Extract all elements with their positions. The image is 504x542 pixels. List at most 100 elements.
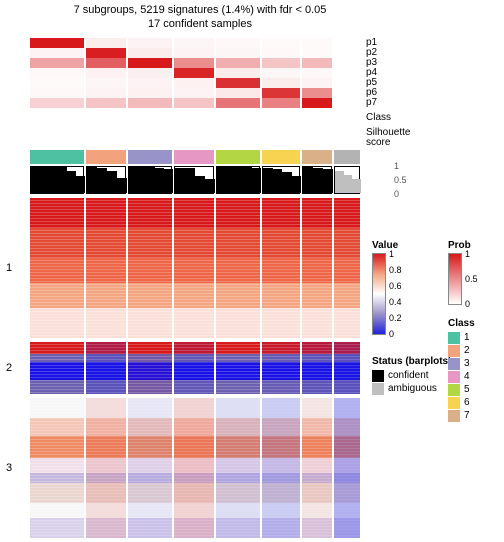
class-legend-item: 3: [448, 357, 498, 370]
heatmap-column: [86, 398, 126, 538]
p-cell: [262, 48, 300, 58]
p-cell: [216, 38, 260, 48]
class-legend-item: 2: [448, 344, 498, 357]
silhouette-barplots: [30, 166, 360, 194]
class-cell: [216, 150, 260, 164]
p-cell: [302, 58, 332, 68]
heatmap-column: [216, 198, 260, 338]
prob-tick: 0.5: [465, 274, 478, 284]
class-legend-item: 6: [448, 396, 498, 409]
p-cell: [174, 78, 214, 88]
heatmap-column: [128, 342, 172, 394]
p-cell: [302, 48, 332, 58]
prob-gradient: 10.50: [448, 253, 462, 305]
title-line-1: 7 subgroups, 5219 signatures (1.4%) with…: [20, 4, 380, 16]
p-matrix: p1p2p3p4p5p6p7ClassSilhouettescore: [30, 38, 360, 108]
heatmap-column: [174, 198, 214, 338]
p-cell: [174, 38, 214, 48]
p-cell: [86, 58, 126, 68]
p-cell: [216, 48, 260, 58]
p-cell: [216, 68, 260, 78]
prob-tick: 1: [465, 249, 470, 259]
p-cell: [262, 78, 300, 88]
value-tick: 1: [389, 249, 394, 259]
p-cell: [128, 68, 172, 78]
p-cell: [262, 58, 300, 68]
sil-tick: 0: [394, 189, 399, 199]
class-legend-item: 7: [448, 409, 498, 422]
main-heatmap: 123: [30, 198, 360, 538]
heatmap-column: [334, 398, 360, 538]
heatmap-column: [30, 342, 84, 394]
class-legend-item: 1: [448, 331, 498, 344]
value-legend: Value 10.80.60.40.20: [372, 240, 432, 335]
class-cell: [30, 150, 84, 164]
class-legend-title: Class: [448, 318, 498, 329]
p-cell: [174, 58, 214, 68]
row-block-label: 2: [6, 362, 12, 374]
heatmap-column: [334, 198, 360, 338]
value-tick: 0.6: [389, 281, 402, 291]
p-cell: [30, 38, 84, 48]
class-cell: [262, 150, 300, 164]
p-cell: [86, 78, 126, 88]
p-cell: [128, 98, 172, 108]
prob-tick: 0: [465, 299, 470, 309]
value-tick: 0.2: [389, 313, 402, 323]
heatmap-column: [128, 198, 172, 338]
p-cell: [216, 78, 260, 88]
p-cell: [128, 48, 172, 58]
heatmap-column: [262, 342, 300, 394]
heatmap-column: [216, 398, 260, 538]
row-block-label: 1: [6, 262, 12, 274]
class-cell: [128, 150, 172, 164]
class-cell: [334, 150, 360, 164]
p-cell: [128, 58, 172, 68]
heatmap-column: [86, 198, 126, 338]
p-cell: [86, 68, 126, 78]
p-cell: [86, 38, 126, 48]
p-cell: [302, 78, 332, 88]
p-cell: [302, 68, 332, 78]
class-legend: Class 1234567: [448, 318, 498, 422]
value-tick: 0.8: [389, 265, 402, 275]
p-cell: [174, 88, 214, 98]
p-cell: [30, 68, 84, 78]
class-label: Class: [366, 112, 391, 123]
p-cell: [262, 68, 300, 78]
sil-tick: 1: [394, 161, 399, 171]
p-cell: [174, 48, 214, 58]
p-cell: [216, 88, 260, 98]
p-row-label: p7: [366, 97, 377, 108]
heatmap-column: [302, 198, 332, 338]
heatmap-column: [86, 342, 126, 394]
p-cell: [86, 48, 126, 58]
heatmap-column: [334, 342, 360, 394]
value-tick: 0.4: [389, 297, 402, 307]
p-cell: [128, 88, 172, 98]
title-line-2: 17 confident samples: [20, 18, 380, 30]
p-cell: [86, 88, 126, 98]
value-tick: 0: [389, 329, 394, 339]
heatmap-column: [302, 398, 332, 538]
p-cell: [30, 78, 84, 88]
row-block-label: 3: [6, 462, 12, 474]
heatmap-column: [128, 398, 172, 538]
p-cell: [262, 38, 300, 48]
value-gradient: 10.80.60.40.20: [372, 253, 386, 335]
class-cell: [86, 150, 126, 164]
heatmap-column: [30, 198, 84, 338]
heatmap-column: [262, 398, 300, 538]
heatmap-column: [216, 342, 260, 394]
heatmap-column: [262, 198, 300, 338]
plot-area: p1p2p3p4p5p6p7ClassSilhouettescore 123 1…: [30, 38, 360, 498]
p-cell: [302, 88, 332, 98]
p-cell: [128, 78, 172, 88]
p-cell: [174, 98, 214, 108]
p-cell: [216, 58, 260, 68]
prob-legend: Prob 10.50: [448, 240, 498, 305]
class-cell: [302, 150, 332, 164]
p-cell: [30, 98, 84, 108]
class-cell: [174, 150, 214, 164]
p-cell: [302, 38, 332, 48]
